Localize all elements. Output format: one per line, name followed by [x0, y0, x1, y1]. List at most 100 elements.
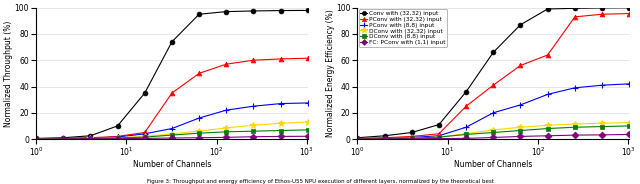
PConv with (8,8) input: [625, 83, 633, 85]
Line: PConv with (8,8) input: PConv with (8,8) input: [33, 100, 311, 142]
Conv with (32,32) input: [250, 10, 257, 12]
DConv with (32,32) input: [571, 123, 579, 125]
PConv with (8,8) input: [544, 93, 552, 95]
DConv with (8,8) input: [544, 128, 552, 130]
DConv with (32,32) input: [544, 124, 552, 126]
PConv with (32,32) input: [223, 63, 230, 65]
FC: PConv with (1,1) input: (32, 1.2): PConv with (1,1) input: (32, 1.2): [490, 136, 497, 139]
PConv with (32,32) input: [168, 92, 176, 94]
PConv with (8,8) input: [60, 137, 67, 140]
PConv with (8,8) input: [516, 104, 524, 106]
PConv with (32,32) input: [86, 137, 94, 139]
Line: DConv with (8,8) input: DConv with (8,8) input: [355, 123, 632, 141]
Line: PConv with (32,32) input: PConv with (32,32) input: [33, 56, 310, 141]
X-axis label: Number of Channels: Number of Channels: [454, 160, 532, 169]
DConv with (32,32) input: [353, 138, 361, 140]
DConv with (32,32) input: [276, 122, 284, 124]
DConv with (8,8) input: [86, 137, 94, 140]
DConv with (8,8) input: [598, 125, 606, 128]
DConv with (32,32) input: [60, 138, 67, 140]
FC: PConv with (1,1) input: (64, 1): PConv with (1,1) input: (64, 1): [195, 137, 203, 139]
DConv with (8,8) input: [625, 125, 633, 127]
FC: PConv with (1,1) input: (2, 0.1): PConv with (1,1) input: (2, 0.1): [381, 138, 388, 140]
Conv with (32,32) input: [141, 92, 148, 94]
FC: PConv with (1,1) input: (16, 0.5): PConv with (1,1) input: (16, 0.5): [462, 137, 470, 139]
FC: PConv with (1,1) input: (1.02e+03, 3.5): PConv with (1,1) input: (1.02e+03, 3.5): [625, 133, 633, 136]
DConv with (32,32) input: [168, 133, 176, 135]
FC: PConv with (1,1) input: (64, 2): PConv with (1,1) input: (64, 2): [516, 135, 524, 137]
DConv with (32,32) input: [516, 126, 524, 128]
PConv with (32,32) input: [462, 105, 470, 107]
Conv with (32,32) input: [381, 135, 388, 137]
PConv with (32,32) input: [516, 64, 524, 67]
Line: Conv with (32,32) input: Conv with (32,32) input: [355, 5, 632, 140]
DConv with (32,32) input: [381, 137, 388, 140]
FC: PConv with (1,1) input: (16, 0.5): PConv with (1,1) input: (16, 0.5): [141, 137, 148, 139]
Line: Conv with (32,32) input: Conv with (32,32) input: [33, 8, 310, 141]
Conv with (32,32) input: [625, 7, 633, 9]
DConv with (32,32) input: [625, 121, 633, 124]
Conv with (32,32) input: [304, 9, 312, 12]
Conv with (32,32) input: [223, 10, 230, 13]
X-axis label: Number of Channels: Number of Channels: [132, 160, 211, 169]
PConv with (8,8) input: [435, 135, 443, 137]
Line: PConv with (8,8) input: PConv with (8,8) input: [354, 80, 633, 142]
Text: Figure 3: Throughput and energy efficiency of Ethos-U55 NPU execution of differe: Figure 3: Throughput and energy efficien…: [147, 179, 493, 184]
DConv with (8,8) input: [571, 126, 579, 128]
PConv with (8,8) input: [141, 133, 148, 135]
PConv with (8,8) input: [598, 84, 606, 86]
PConv with (8,8) input: [571, 87, 579, 89]
Conv with (32,32) input: [408, 131, 415, 134]
PConv with (8,8) input: [353, 138, 361, 140]
Conv with (32,32) input: [276, 9, 284, 12]
Conv with (32,32) input: [571, 7, 579, 9]
DConv with (32,32) input: [408, 137, 415, 139]
FC: PConv with (1,1) input: (8, 0.3): PConv with (1,1) input: (8, 0.3): [114, 138, 122, 140]
PConv with (32,32) input: [408, 135, 415, 137]
Y-axis label: Normalized Energy Efficiency (%): Normalized Energy Efficiency (%): [326, 10, 335, 137]
Conv with (32,32) input: [544, 8, 552, 10]
DConv with (8,8) input: [168, 134, 176, 136]
Conv with (32,32) input: [86, 135, 94, 137]
Conv with (32,32) input: [353, 137, 361, 139]
Line: DConv with (8,8) input: DConv with (8,8) input: [33, 128, 310, 141]
PConv with (32,32) input: [32, 138, 40, 140]
PConv with (32,32) input: [276, 58, 284, 60]
Conv with (32,32) input: [516, 24, 524, 26]
PConv with (8,8) input: [381, 137, 388, 139]
Conv with (32,32) input: [114, 125, 122, 127]
DConv with (8,8) input: [195, 132, 203, 134]
FC: PConv with (1,1) input: (32, 0.8): PConv with (1,1) input: (32, 0.8): [168, 137, 176, 139]
PConv with (8,8) input: [304, 102, 312, 104]
PConv with (32,32) input: [353, 137, 361, 139]
PConv with (32,32) input: [114, 135, 122, 137]
FC: PConv with (1,1) input: (1.02e+03, 2.1): PConv with (1,1) input: (1.02e+03, 2.1): [304, 135, 312, 137]
Conv with (32,32) input: [598, 7, 606, 9]
DConv with (32,32) input: [223, 127, 230, 129]
DConv with (32,32) input: [304, 121, 312, 123]
PConv with (32,32) input: [435, 133, 443, 135]
PConv with (8,8) input: [195, 117, 203, 119]
PConv with (32,32) input: [141, 131, 148, 134]
Conv with (32,32) input: [490, 51, 497, 53]
Conv with (32,32) input: [195, 13, 203, 15]
DConv with (8,8) input: [490, 131, 497, 134]
PConv with (8,8) input: [32, 138, 40, 140]
PConv with (8,8) input: [462, 126, 470, 128]
DConv with (32,32) input: [141, 135, 148, 137]
DConv with (32,32) input: [598, 122, 606, 124]
DConv with (8,8) input: [32, 138, 40, 140]
FC: PConv with (1,1) input: (256, 3): PConv with (1,1) input: (256, 3): [571, 134, 579, 136]
FC: PConv with (1,1) input: (1, 0.05): PConv with (1,1) input: (1, 0.05): [32, 138, 40, 140]
DConv with (32,32) input: [32, 138, 40, 140]
Line: DConv with (32,32) input: DConv with (32,32) input: [354, 119, 633, 142]
FC: PConv with (1,1) input: (1, 0.1): PConv with (1,1) input: (1, 0.1): [353, 138, 361, 140]
PConv with (8,8) input: [408, 136, 415, 139]
PConv with (32,32) input: [625, 13, 633, 15]
Line: PConv with (32,32) input: PConv with (32,32) input: [355, 11, 632, 141]
DConv with (8,8) input: [408, 137, 415, 139]
DConv with (32,32) input: [195, 130, 203, 132]
DConv with (32,32) input: [462, 133, 470, 135]
DConv with (8,8) input: [250, 130, 257, 132]
PConv with (8,8) input: [223, 109, 230, 111]
